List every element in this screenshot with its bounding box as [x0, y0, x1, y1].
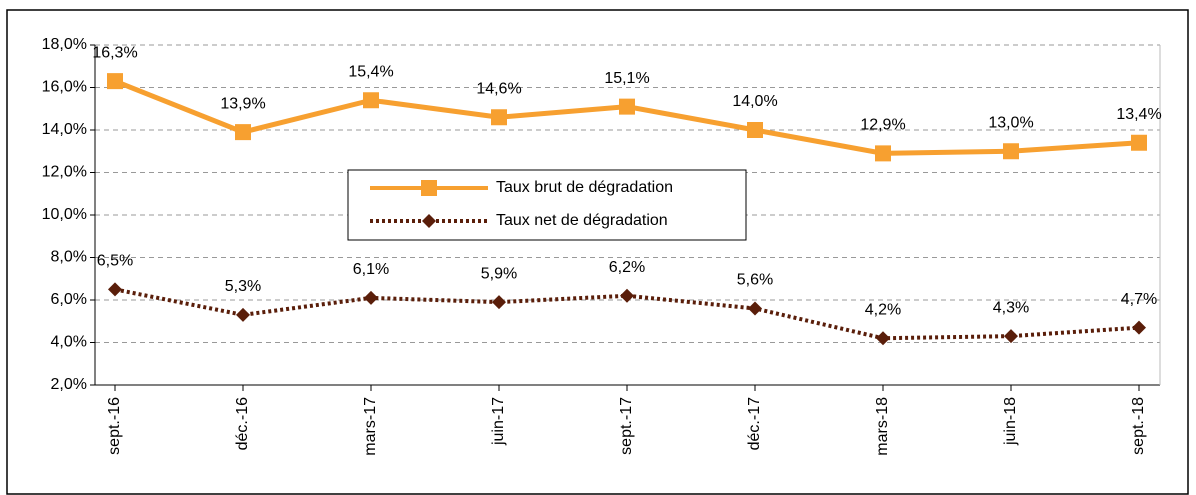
data-point	[108, 282, 122, 297]
data-label: 14,0%	[732, 93, 777, 110]
data-label: 15,1%	[604, 70, 649, 87]
x-tick-label: mars-17	[362, 397, 379, 456]
y-tick-label: 8,0%	[51, 249, 87, 266]
data-point	[1004, 329, 1018, 344]
x-tick-label: déc.-16	[234, 397, 251, 450]
y-tick-label: 4,0%	[51, 334, 87, 351]
data-label: 4,3%	[993, 299, 1029, 316]
data-point	[1131, 134, 1147, 151]
legend-marker	[421, 180, 437, 196]
data-point	[876, 331, 890, 346]
data-label: 12,9%	[860, 117, 905, 134]
data-label: 5,3%	[225, 278, 261, 295]
data-label: 4,7%	[1121, 291, 1157, 308]
y-tick-label: 14,0%	[42, 121, 87, 138]
data-label: 13,4%	[1116, 106, 1161, 123]
y-tick-label: 12,0%	[42, 164, 87, 181]
data-label: 4,2%	[865, 301, 901, 318]
legend-box	[347, 169, 747, 241]
data-point	[620, 288, 634, 303]
x-tick-label: juin-18	[1002, 397, 1019, 446]
data-label: 14,6%	[476, 80, 521, 97]
y-tick-label: 2,0%	[51, 376, 87, 393]
data-point	[1003, 143, 1019, 160]
legend-marker	[422, 214, 436, 228]
data-point	[492, 295, 506, 310]
data-point	[364, 290, 378, 305]
data-label: 13,9%	[220, 95, 265, 112]
data-label: 13,0%	[988, 114, 1033, 131]
data-label: 5,6%	[737, 272, 773, 289]
data-point	[107, 73, 123, 90]
data-label: 16,3%	[92, 44, 137, 61]
data-point	[1132, 320, 1146, 335]
y-tick-label: 10,0%	[42, 206, 87, 223]
data-label: 5,9%	[481, 265, 517, 282]
data-label: 15,4%	[348, 63, 393, 80]
data-label: 6,2%	[609, 259, 645, 276]
legend-label: Taux net de dégradation	[496, 212, 668, 229]
x-tick-label: sept.-18	[1130, 397, 1147, 455]
data-point	[236, 307, 250, 322]
data-point	[363, 92, 379, 109]
data-point	[748, 301, 762, 316]
x-tick-label: mars-18	[874, 397, 891, 456]
data-point	[875, 145, 891, 162]
data-label: 6,5%	[97, 253, 133, 270]
data-point	[619, 98, 635, 115]
data-point	[235, 124, 251, 141]
y-tick-label: 16,0%	[42, 79, 87, 96]
x-tick-label: déc.-17	[746, 397, 763, 450]
data-label: 6,1%	[353, 261, 389, 278]
y-tick-label: 18,0%	[42, 36, 87, 53]
x-tick-label: sept.-16	[106, 397, 123, 455]
legend-label: Taux brut de dégradation	[496, 179, 673, 196]
data-point	[491, 109, 507, 126]
chart-frame	[6, 9, 1189, 495]
y-tick-label: 6,0%	[51, 291, 87, 308]
x-tick-label: juin-17	[490, 397, 507, 446]
x-tick-label: sept.-17	[618, 397, 635, 455]
data-point	[747, 122, 763, 138]
